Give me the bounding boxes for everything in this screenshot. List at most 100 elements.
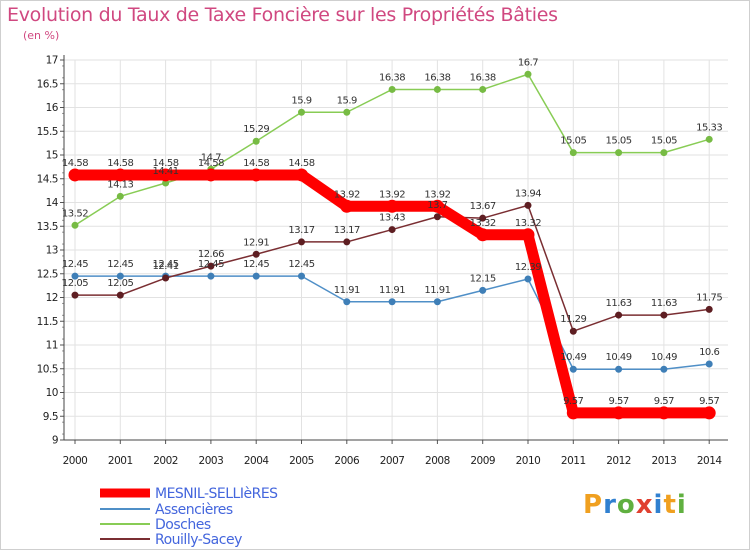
data-label: 12.45 <box>288 259 314 270</box>
data-point <box>702 406 716 420</box>
data-point <box>159 168 173 182</box>
data-point <box>615 311 623 319</box>
y-tick-label: 16 <box>46 102 59 114</box>
data-label: 11.63 <box>606 298 632 309</box>
data-label: 9.57 <box>608 396 628 407</box>
data-point <box>162 274 170 282</box>
data-label: 15.33 <box>696 122 722 133</box>
data-point <box>249 168 263 182</box>
data-label: 9.57 <box>563 396 583 407</box>
data-label: 15.05 <box>651 136 677 147</box>
y-tick-label: 10 <box>46 387 58 399</box>
data-label: 12.45 <box>62 259 88 270</box>
data-label: 12.45 <box>243 259 269 270</box>
y-tick-label: 12 <box>46 292 58 304</box>
data-label: 12.41 <box>153 261 179 272</box>
data-point <box>388 298 396 306</box>
data-point <box>524 70 532 78</box>
x-tick-label: 2004 <box>244 455 270 467</box>
data-label: 15.05 <box>560 136 586 147</box>
data-label: 14.58 <box>153 158 179 169</box>
x-tick-label: 2013 <box>652 455 677 467</box>
data-label: 13.43 <box>379 213 405 224</box>
data-point <box>116 272 124 280</box>
legend-label: Dosches <box>155 517 211 533</box>
logo-letter: P <box>583 490 604 520</box>
x-tick-label: 2006 <box>334 455 360 467</box>
x-tick-label: 2011 <box>561 455 586 467</box>
y-tick-label: 16.5 <box>37 78 58 90</box>
data-point <box>660 311 668 319</box>
chart-title: Evolution du Taux de Taxe Foncière sur l… <box>7 4 558 26</box>
y-tick-label: 15 <box>46 150 58 162</box>
data-point <box>657 406 671 420</box>
data-label: 16.38 <box>470 72 496 83</box>
data-point <box>71 272 79 280</box>
data-label: 14.58 <box>62 158 88 169</box>
data-point <box>298 238 305 246</box>
legend-label: Rouilly-Sacey <box>155 532 242 548</box>
data-point <box>388 226 396 234</box>
data-label: 12.66 <box>198 249 224 260</box>
y-tick-label: 10.5 <box>37 363 58 375</box>
data-point <box>340 199 354 213</box>
logo-letter: o <box>616 490 636 520</box>
data-label: 14.41 <box>153 166 179 177</box>
data-label: 14.58 <box>198 158 224 169</box>
data-label: 14.58 <box>243 158 269 169</box>
data-point <box>113 168 127 182</box>
data-label: 10.6 <box>699 347 719 358</box>
y-tick-label: 12.5 <box>37 268 58 280</box>
data-labels: 14.58 14.58 14.58 14.58 14.58 14.58 13.92 13.92… <box>62 57 723 407</box>
data-label: 11.91 <box>379 285 405 296</box>
data-point <box>116 192 124 200</box>
x-tick-label: 2002 <box>153 455 178 467</box>
x-tick-label: 2009 <box>470 455 495 467</box>
x-tick-label: 2001 <box>108 455 133 467</box>
grid <box>64 59 728 441</box>
y-tick-label: 15.5 <box>37 126 58 138</box>
data-label: 16.38 <box>379 72 405 83</box>
legend-label: MESNIL-SELLIèRES <box>155 486 278 502</box>
data-point <box>343 238 351 246</box>
data-label: 16.7 <box>518 57 538 68</box>
data-label: 9.57 <box>699 396 719 407</box>
data-point <box>207 262 215 270</box>
series-lines <box>68 70 716 420</box>
data-point <box>204 168 218 182</box>
data-point <box>615 149 623 157</box>
axes: 9 9.5 10 10.5 11 11.5 12 12.5 13 13.5 14 14.5 15 15.5… <box>37 55 728 467</box>
data-label: 15.05 <box>606 136 632 147</box>
x-tick-label: 2010 <box>516 455 541 467</box>
data-label: 12.05 <box>62 278 88 289</box>
logo-letter: t <box>663 490 677 520</box>
data-label: 10.49 <box>560 352 586 363</box>
data-point <box>705 305 713 313</box>
data-point <box>71 221 79 229</box>
data-point <box>705 360 713 368</box>
y-tick-label: 13.5 <box>37 221 58 233</box>
data-point <box>433 298 441 306</box>
data-point <box>569 327 577 335</box>
data-label: 13.32 <box>515 218 541 229</box>
data-label: 12.15 <box>470 273 496 284</box>
x-tick-label: 2008 <box>425 455 450 467</box>
data-label: 15.9 <box>337 95 357 106</box>
data-point <box>476 228 490 242</box>
data-point <box>388 85 396 93</box>
data-label: 13.67 <box>470 201 496 212</box>
data-point <box>385 199 399 213</box>
data-label: 13.52 <box>62 208 88 219</box>
legend-label: Assencières <box>155 502 233 518</box>
data-point <box>479 214 487 222</box>
data-label: 13.92 <box>424 189 450 200</box>
logo-letter: r <box>603 490 617 520</box>
logo-letter: i <box>653 490 664 520</box>
data-label: 11.91 <box>334 285 360 296</box>
data-label: 13.92 <box>334 189 360 200</box>
data-label: 14.58 <box>288 158 314 169</box>
data-point <box>705 135 713 143</box>
data-label: 11.75 <box>696 292 722 303</box>
y-tick-label: 13 <box>46 245 58 257</box>
